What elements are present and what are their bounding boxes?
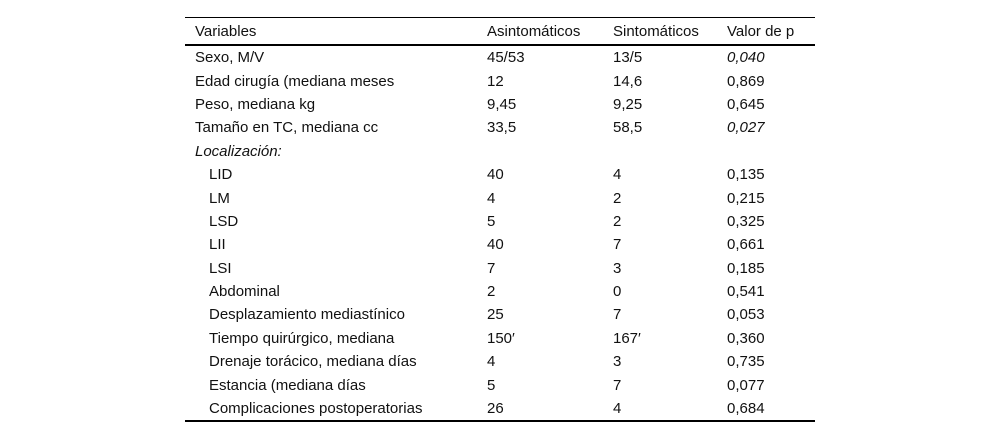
table-row: Edad cirugía (mediana meses 12 14,6 0,86…	[185, 69, 815, 92]
value-sintomaticos: 13/5	[613, 49, 643, 67]
value-sintomaticos: 0	[613, 283, 622, 301]
value-p: 0,215	[727, 189, 765, 207]
value-p: 0,645	[727, 95, 765, 113]
section-label: Localización:	[195, 142, 282, 160]
value-asintomaticos: 45/53	[487, 49, 525, 67]
value-asintomaticos: 7	[487, 259, 496, 277]
value-asintomaticos: 40	[487, 236, 504, 254]
value-p: 0,185	[727, 259, 765, 277]
table-row: Tamaño en TC, mediana cc 33,5 58,5 0,027	[185, 116, 815, 139]
value-asintomaticos: 25	[487, 306, 504, 324]
column-header-sintomaticos: Sintomáticos	[613, 22, 699, 40]
row-label: Drenaje torácico, mediana días	[209, 353, 417, 371]
value-p: 0,040	[727, 49, 765, 67]
value-asintomaticos: 2	[487, 283, 496, 301]
table-row: LID 40 4 0,135	[185, 163, 815, 186]
value-asintomaticos: 150′	[487, 329, 515, 347]
value-p: 0,325	[727, 212, 765, 230]
value-sintomaticos: 2	[613, 212, 622, 230]
row-label: LM	[209, 189, 230, 207]
value-sintomaticos: 167′	[613, 329, 641, 347]
table-row: Drenaje torácico, mediana días 4 3 0,735	[185, 350, 815, 373]
table-row: LSI 7 3 0,185	[185, 257, 815, 280]
value-sintomaticos: 3	[613, 259, 622, 277]
value-p: 0,053	[727, 306, 765, 324]
table-row: Peso, mediana kg 9,45 9,25 0,645	[185, 93, 815, 116]
value-sintomaticos: 7	[613, 236, 622, 254]
table-row: Desplazamiento mediastínico 25 7 0,053	[185, 303, 815, 326]
value-asintomaticos: 5	[487, 212, 496, 230]
table-row: Tiempo quirúrgico, mediana 150′ 167′ 0,3…	[185, 327, 815, 350]
value-asintomaticos: 40	[487, 166, 504, 184]
row-label: Tiempo quirúrgico, mediana	[209, 329, 395, 347]
row-label: Desplazamiento mediastínico	[209, 306, 405, 324]
value-asintomaticos: 9,45	[487, 95, 517, 113]
value-sintomaticos: 7	[613, 376, 622, 394]
row-label: LID	[209, 166, 233, 184]
value-sintomaticos: 14,6	[613, 72, 643, 90]
table-row: LII 40 7 0,661	[185, 233, 815, 256]
row-label: Abdominal	[209, 283, 280, 301]
value-sintomaticos: 9,25	[613, 95, 643, 113]
column-header-valor-p: Valor de p	[727, 22, 795, 40]
value-asintomaticos: 5	[487, 376, 496, 394]
value-p: 0,684	[727, 400, 765, 418]
value-sintomaticos: 4	[613, 166, 622, 184]
column-header-asintomaticos: Asintomáticos	[487, 22, 581, 40]
row-label: Sexo, M/V	[195, 49, 265, 67]
value-sintomaticos: 3	[613, 353, 622, 371]
value-sintomaticos: 4	[613, 400, 622, 418]
value-p: 0,135	[727, 166, 765, 184]
table-row-section-localizacion: Localización:	[185, 140, 815, 163]
value-asintomaticos: 26	[487, 400, 504, 418]
row-label: Tamaño en TC, mediana cc	[195, 119, 379, 137]
value-asintomaticos: 12	[487, 72, 504, 90]
table-row: LM 4 2 0,215	[185, 186, 815, 209]
table-row: Sexo, M/V 45/53 13/5 0,040	[185, 46, 815, 69]
comparison-table: Variables Asintomáticos Sintomáticos Val…	[185, 17, 815, 423]
table-header-row: Variables Asintomáticos Sintomáticos Val…	[185, 18, 815, 46]
value-p: 0,735	[727, 353, 765, 371]
value-p: 0,661	[727, 236, 765, 254]
row-label: LSD	[209, 212, 239, 230]
value-sintomaticos: 7	[613, 306, 622, 324]
row-label: Peso, mediana kg	[195, 95, 316, 113]
row-label: LII	[209, 236, 226, 254]
table-row: Complicaciones postoperatorias 26 4 0,68…	[185, 397, 815, 420]
value-p: 0,541	[727, 283, 765, 301]
value-asintomaticos: 4	[487, 353, 496, 371]
table-row: LSD 5 2 0,325	[185, 210, 815, 233]
table-row: Estancia (mediana días 5 7 0,077	[185, 373, 815, 396]
column-header-variables: Variables	[195, 22, 257, 40]
value-p: 0,077	[727, 376, 765, 394]
value-p: 0,360	[727, 329, 765, 347]
row-label: Complicaciones postoperatorias	[209, 400, 423, 418]
row-label: Edad cirugía (mediana meses	[195, 72, 395, 90]
row-label: LSI	[209, 259, 232, 277]
row-label: Estancia (mediana días	[209, 376, 366, 394]
value-sintomaticos: 2	[613, 189, 622, 207]
value-asintomaticos: 4	[487, 189, 496, 207]
value-p: 0,869	[727, 72, 765, 90]
value-asintomaticos: 33,5	[487, 119, 517, 137]
value-p: 0,027	[727, 119, 765, 137]
table-row: Abdominal 2 0 0,541	[185, 280, 815, 303]
value-sintomaticos: 58,5	[613, 119, 643, 137]
